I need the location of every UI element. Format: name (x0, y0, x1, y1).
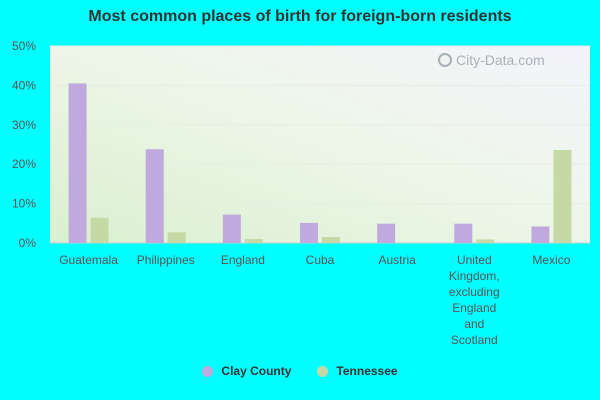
legend-label-clay-county: Clay County (221, 364, 292, 378)
x-tick-label: Austria (378, 253, 416, 267)
y-tick-label: 20% (12, 157, 36, 171)
bar-clay-county-2 (222, 214, 241, 243)
x-tick-label: Scotland (451, 333, 498, 347)
legend: Clay County Tennessee (0, 364, 600, 378)
x-axis-ticks: Guatemala Philippines England Cuba Austria Un… (59, 253, 571, 347)
bar-clay-county-3 (300, 222, 318, 243)
bar-tennessee-2 (244, 239, 263, 243)
bar-clay-county-5 (454, 223, 473, 243)
bar-tennessee-1 (167, 232, 186, 243)
legend-item-clay-county: Clay County (202, 364, 291, 378)
y-tick-label: 0% (19, 236, 37, 250)
bar-tennessee-3 (322, 237, 340, 243)
x-tick-label: England (452, 301, 496, 315)
chart-title: Most common places of birth for foreign-… (88, 8, 512, 25)
y-axis-ticks: 0% 10% 20% 30% 40% 50% (12, 39, 36, 250)
plot-area (50, 46, 590, 243)
bars (68, 83, 572, 244)
bar-clay-county-1 (145, 149, 164, 243)
x-tick-label: excluding (449, 285, 500, 299)
legend-item-tennessee: Tennessee (317, 364, 398, 378)
x-tick-label: Kingdom, (449, 269, 500, 283)
gridlines (50, 45, 590, 244)
legend-label-tennessee: Tennessee (336, 364, 398, 378)
bar-tennessee-0 (90, 217, 109, 243)
x-tick-label: England (221, 253, 265, 267)
bar-clay-county-4 (377, 223, 396, 243)
legend-swatch-clay-county (202, 365, 214, 377)
y-tick-label: 10% (12, 197, 36, 211)
watermark: City-Data.com (438, 52, 545, 68)
y-tick-label: 40% (12, 78, 36, 92)
bar-tennessee-5 (476, 239, 495, 243)
x-tick-label: and (464, 317, 484, 331)
x-tick-label: Philippines (137, 253, 195, 267)
magnifier-icon (438, 53, 452, 67)
y-tick-label: 50% (12, 39, 36, 53)
x-tick-label: United (457, 253, 492, 267)
x-tick-label: Mexico (532, 253, 570, 267)
bar-clay-county-0 (68, 83, 87, 244)
x-tick-label: Cuba (306, 253, 335, 267)
y-tick-label: 30% (12, 118, 36, 132)
x-tick-label: Guatemala (59, 253, 118, 267)
bar-tennessee-6 (553, 150, 572, 243)
watermark-text: City-Data.com (456, 52, 545, 68)
legend-swatch-tennessee (317, 365, 329, 377)
bar-clay-county-6 (531, 226, 550, 243)
